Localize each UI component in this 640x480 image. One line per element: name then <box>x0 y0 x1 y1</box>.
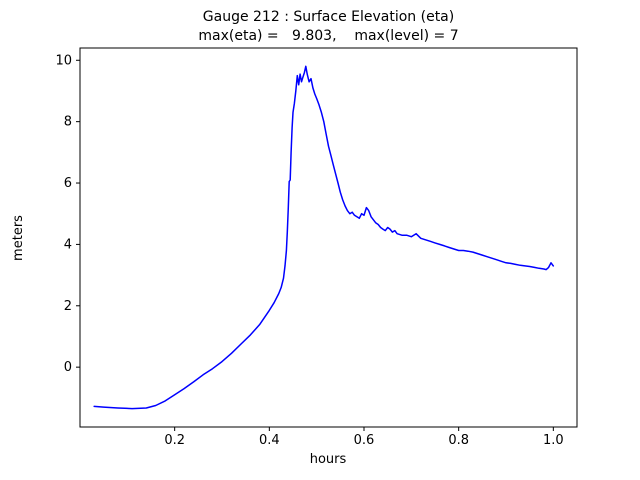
eta-line-series <box>93 65 555 410</box>
x-tick-label: 0.4 <box>259 433 280 448</box>
x-tick-label: 0.6 <box>354 433 375 448</box>
y-tick-label: 2 <box>64 299 72 314</box>
y-tick-label: 0 <box>64 360 72 375</box>
x-tick-label: 0.8 <box>448 433 469 448</box>
y-axis-ticks: 0 2 4 6 8 10 <box>55 53 80 375</box>
x-tick-label: 1.0 <box>543 433 564 448</box>
x-tick-label: 0.2 <box>164 433 185 448</box>
y-axis-label: meters <box>11 215 26 261</box>
y-tick-label: 8 <box>64 115 72 130</box>
y-tick-label: 6 <box>64 176 72 191</box>
x-axis-ticks: 0.2 0.4 0.6 0.8 1.0 <box>164 427 564 448</box>
chart-subtitle: max(eta) = 9.803, max(level) = 7 <box>198 28 459 44</box>
x-axis-label: hours <box>310 452 347 467</box>
chart-title-block: Gauge 212 : Surface Elevation (eta) max(… <box>80 8 577 46</box>
y-tick-label: 4 <box>64 237 72 252</box>
plot-border <box>79 47 578 428</box>
chart-title: Gauge 212 : Surface Elevation (eta) <box>202 9 455 25</box>
y-tick-label: 10 <box>55 53 72 68</box>
